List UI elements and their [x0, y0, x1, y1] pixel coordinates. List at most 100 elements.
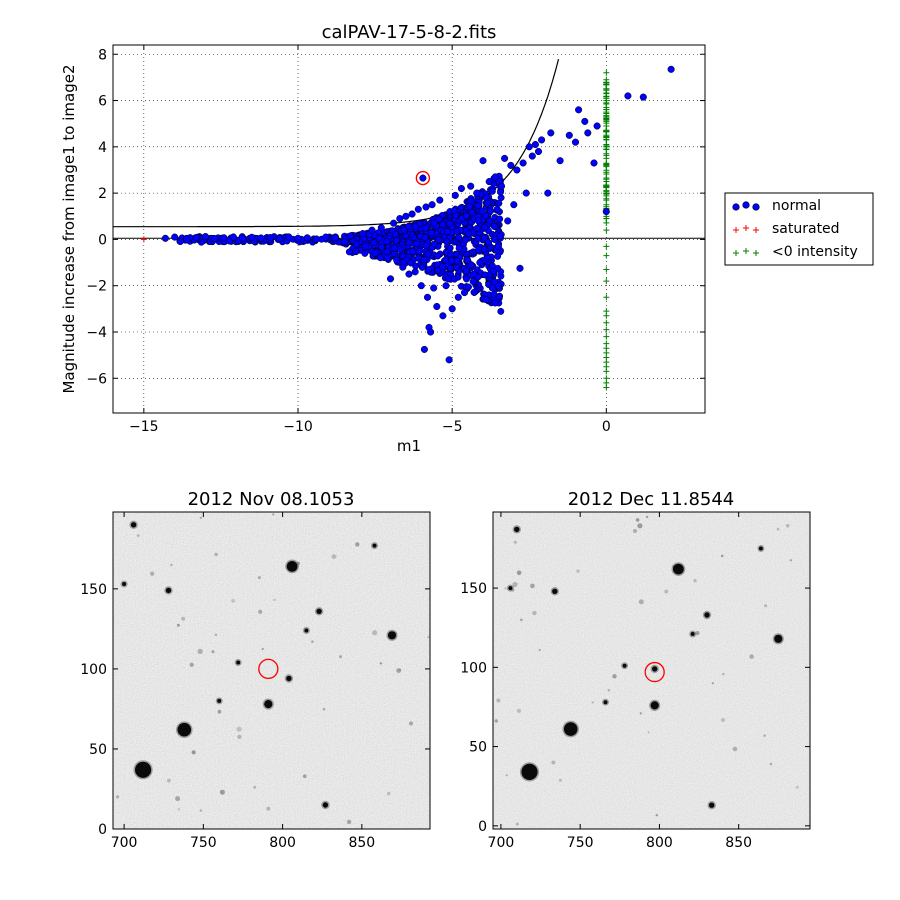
saturated-point — [140, 236, 147, 243]
faint-source — [302, 774, 307, 778]
normal-point — [383, 254, 391, 262]
normal-point — [405, 270, 413, 278]
normal-point — [481, 224, 489, 232]
normal-point — [392, 237, 400, 245]
normal-point — [470, 288, 478, 296]
faint-source — [769, 762, 773, 766]
faint-source — [199, 809, 202, 812]
normal-point — [430, 219, 438, 227]
target-ring — [258, 658, 279, 680]
faint-source — [695, 631, 700, 636]
legend-label-normal: normal — [772, 198, 821, 214]
faint-source — [167, 778, 171, 783]
normal-point — [575, 106, 583, 114]
faint-source — [607, 688, 611, 692]
normal-point — [434, 252, 442, 260]
image-title-nov: 2012 Nov 08.1053 — [188, 489, 355, 510]
normal-point — [462, 267, 470, 275]
x-tick-label: 750 — [567, 835, 594, 851]
normal-point — [462, 236, 470, 244]
normal-point — [571, 138, 580, 146]
faint-source — [764, 604, 768, 608]
normal-point — [516, 264, 524, 272]
normal-point — [353, 240, 361, 248]
negative-intensity-point — [603, 312, 610, 319]
x-tick-label: 700 — [111, 835, 138, 851]
normal-point — [457, 184, 465, 193]
faint-source — [638, 599, 644, 605]
normal-point — [496, 215, 504, 223]
star — [217, 698, 222, 703]
normal-point — [494, 242, 502, 250]
normal-point — [584, 129, 592, 137]
faint-source — [494, 719, 498, 723]
faint-source — [516, 570, 522, 576]
faint-source — [512, 581, 518, 588]
normal-point — [443, 228, 451, 235]
faint-source — [386, 791, 391, 796]
legend-label-saturated: saturated — [772, 221, 840, 237]
normal-point — [371, 249, 379, 257]
normal-point — [303, 234, 311, 242]
normal-point — [402, 212, 410, 220]
faint-source — [257, 576, 261, 580]
star — [552, 588, 558, 594]
faint-source — [530, 583, 535, 589]
normal-point — [484, 199, 492, 207]
normal-point — [454, 293, 462, 301]
normal-point — [414, 254, 422, 262]
normal-point — [446, 220, 454, 227]
negative-intensity-point — [603, 167, 610, 174]
normal-point — [485, 178, 493, 186]
scatter-ylabel: Magnitude increase from image1 to image2 — [60, 64, 78, 393]
faint-source — [763, 734, 766, 737]
normal-point — [439, 221, 447, 229]
normal-point — [497, 188, 504, 196]
normal-point — [528, 152, 536, 160]
negative-intensity-point — [603, 162, 610, 169]
normal-point — [446, 264, 454, 272]
negative-intensity-point — [603, 69, 610, 76]
negative-intensity-point — [603, 142, 610, 149]
normal-point — [488, 284, 496, 292]
negative-intensity-point — [603, 215, 610, 222]
normal-point — [352, 247, 360, 255]
faint-source — [558, 778, 563, 782]
negative-intensity-point — [603, 79, 610, 86]
x-tick-label: −10 — [283, 419, 313, 435]
image-frame — [112, 511, 431, 830]
normal-point — [340, 238, 348, 246]
negative-intensity-point — [603, 128, 610, 135]
star — [673, 563, 684, 575]
star — [652, 666, 658, 672]
faint-source — [211, 650, 215, 654]
faint-source — [408, 721, 414, 726]
faint-source — [339, 655, 342, 659]
normal-point — [510, 201, 518, 209]
scatter-xlabel: m1 — [397, 437, 421, 455]
normal-point — [482, 296, 490, 304]
normal-point — [497, 182, 506, 190]
normal-point — [473, 224, 481, 232]
normal-point — [423, 293, 432, 301]
star — [130, 522, 137, 528]
target-circle — [258, 658, 279, 680]
negative-intensity-point — [603, 112, 610, 119]
faint-source — [795, 785, 799, 789]
normal-point — [469, 278, 477, 285]
normal-point — [414, 205, 422, 213]
y-tick-label: 4 — [98, 140, 107, 156]
normal-point — [422, 224, 430, 232]
normal-point — [491, 236, 498, 243]
faint-source — [217, 709, 222, 714]
negative-intensity-point — [603, 95, 610, 102]
normal-point — [441, 256, 449, 264]
faint-source — [427, 635, 430, 639]
faint-source — [504, 587, 507, 590]
faint-source — [115, 795, 120, 799]
normal-point — [375, 234, 383, 242]
y-tick-label: 150 — [460, 581, 487, 597]
faint-source — [236, 726, 242, 732]
y-tick-label: 100 — [80, 662, 107, 678]
faint-source — [253, 785, 256, 789]
